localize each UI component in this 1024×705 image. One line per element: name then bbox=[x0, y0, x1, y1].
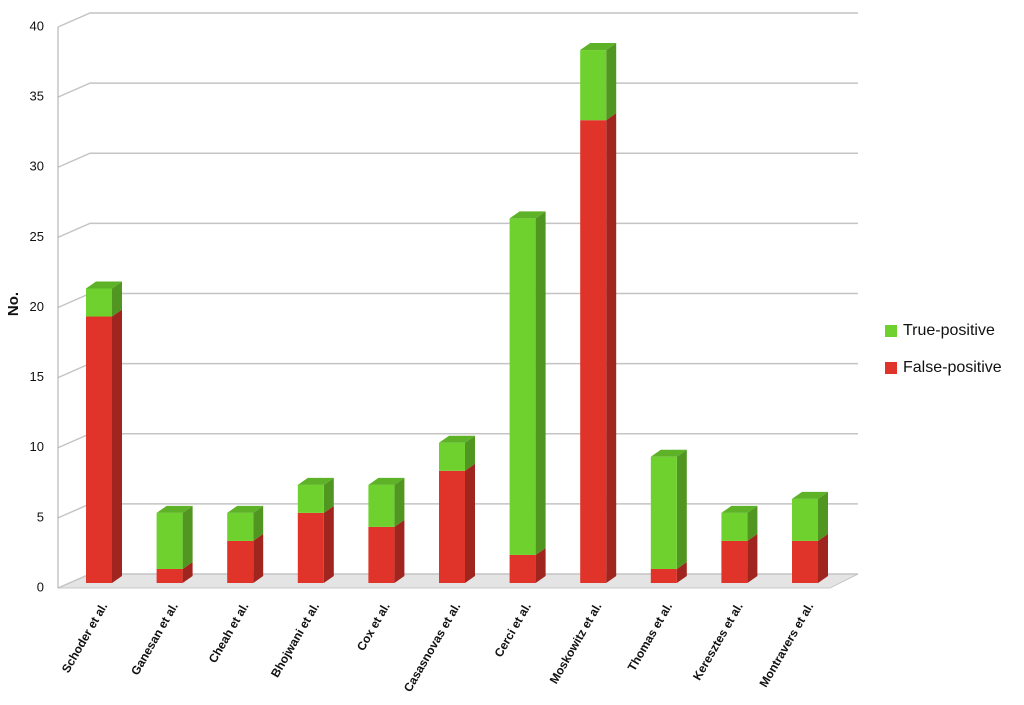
legend-label: True-positive bbox=[903, 322, 995, 339]
bar-top bbox=[509, 211, 546, 219]
bar-side bbox=[182, 505, 193, 569]
bar-side bbox=[818, 533, 828, 583]
bar-side bbox=[676, 561, 687, 583]
bar bbox=[156, 568, 183, 583]
bar-top bbox=[792, 491, 828, 499]
bar-side bbox=[323, 477, 334, 513]
legend-swatch bbox=[885, 362, 897, 374]
x-tick-label: Bhojwani et al. bbox=[268, 600, 322, 680]
bar-top bbox=[297, 477, 334, 485]
grid-line bbox=[57, 12, 858, 28]
bar bbox=[439, 442, 465, 471]
bar-side bbox=[112, 281, 122, 317]
y-tick-label: 20 bbox=[30, 299, 44, 314]
legend-label: False-positive bbox=[903, 359, 1002, 376]
bar-top bbox=[368, 477, 405, 485]
bar bbox=[580, 120, 607, 584]
bar bbox=[509, 554, 536, 583]
bar-side bbox=[253, 533, 264, 583]
bar bbox=[650, 568, 677, 583]
bar-side bbox=[818, 491, 828, 541]
bar-side bbox=[606, 113, 617, 584]
bar-side bbox=[182, 561, 193, 583]
bar-side bbox=[747, 533, 758, 583]
bar-top bbox=[86, 281, 122, 289]
bar-top bbox=[650, 449, 687, 457]
bar-side bbox=[535, 211, 546, 555]
bar-side bbox=[323, 505, 334, 583]
bar bbox=[297, 484, 324, 513]
bar-top bbox=[156, 505, 193, 513]
bar-side bbox=[465, 435, 475, 471]
y-tick-label: 30 bbox=[30, 159, 44, 174]
grid-line bbox=[57, 362, 858, 379]
bar-side bbox=[253, 505, 264, 541]
bar bbox=[721, 512, 748, 541]
bar-side bbox=[535, 547, 546, 583]
bar bbox=[792, 498, 818, 541]
x-tick-label: Cox et al. bbox=[354, 600, 393, 653]
legend-swatch bbox=[885, 325, 897, 337]
y-tick-label: 5 bbox=[37, 509, 44, 524]
bar bbox=[792, 540, 818, 583]
bar bbox=[650, 456, 677, 569]
bar bbox=[156, 512, 183, 569]
grid-line bbox=[57, 82, 858, 98]
bar-top bbox=[439, 435, 475, 443]
x-tick-label: Ganesan et al. bbox=[128, 600, 181, 677]
bar-side bbox=[394, 519, 405, 583]
x-tick-label: Thomas et al. bbox=[625, 600, 675, 673]
grid-line bbox=[57, 222, 858, 239]
bar-side bbox=[747, 505, 758, 541]
bar bbox=[509, 218, 536, 555]
bar bbox=[439, 470, 465, 583]
bar-top bbox=[721, 505, 758, 513]
bar-side bbox=[112, 309, 122, 583]
y-tick-label: 0 bbox=[37, 579, 44, 594]
y-tick-label: 10 bbox=[30, 439, 44, 454]
bar bbox=[227, 512, 254, 541]
y-tick-label: 15 bbox=[30, 369, 44, 384]
x-tick-label: Moskowitz et al. bbox=[547, 600, 605, 686]
bar bbox=[297, 512, 324, 583]
grid-line bbox=[57, 152, 858, 168]
y-tick-label: 35 bbox=[30, 89, 44, 104]
x-tick-label: Cheah et al. bbox=[206, 600, 252, 665]
bar-side bbox=[394, 477, 405, 527]
y-tick-label: 25 bbox=[30, 229, 44, 244]
bar-top bbox=[227, 505, 264, 513]
bar bbox=[86, 316, 112, 583]
bar bbox=[721, 540, 748, 583]
bar bbox=[368, 484, 395, 527]
bar-side bbox=[465, 463, 475, 583]
bar bbox=[86, 288, 112, 317]
y-axis-label: No. bbox=[5, 292, 22, 316]
y-tick-label: 40 bbox=[30, 18, 44, 33]
x-tick-label: Montravers et al. bbox=[757, 600, 817, 690]
x-tick-label: Cerci et al. bbox=[491, 600, 533, 660]
bar-side bbox=[676, 449, 687, 569]
bar bbox=[368, 526, 395, 583]
x-tick-label: Schoder et al. bbox=[59, 600, 110, 675]
bar-side bbox=[606, 43, 617, 121]
bar bbox=[580, 50, 607, 121]
x-tick-label: Casasnovas et al. bbox=[401, 600, 463, 694]
x-tick-label: Keresztes et al. bbox=[690, 600, 746, 683]
bar-top bbox=[580, 43, 617, 51]
grid-line bbox=[57, 292, 858, 309]
bar bbox=[227, 540, 254, 583]
